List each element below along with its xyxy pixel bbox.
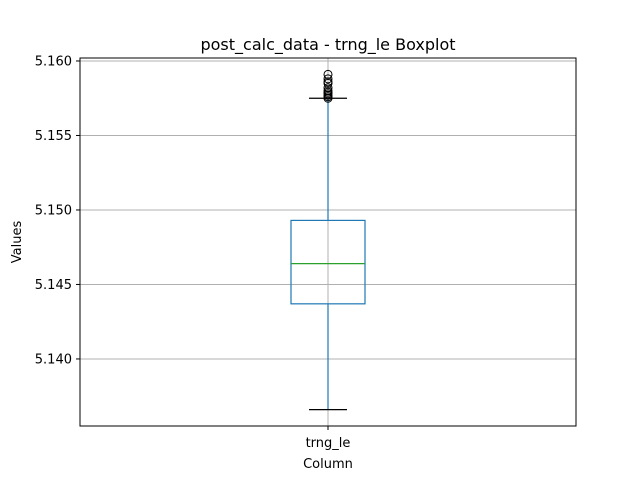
y-tick-label: 5.140 xyxy=(35,352,72,367)
outlier-point xyxy=(323,86,333,96)
ticks-layer: 5.140 5.145 5.150 5.155 5.160 trng_le xyxy=(35,54,351,451)
marks-layer xyxy=(290,69,366,411)
iqr-box xyxy=(290,219,366,305)
outlier-point xyxy=(323,69,333,79)
y-axis-label: Values xyxy=(10,221,25,264)
y-tick-label: 5.155 xyxy=(35,129,72,144)
outlier-point xyxy=(323,74,333,84)
chart-title: post_calc_data - trng_le Boxplot xyxy=(200,35,455,55)
y-tick-label: 5.160 xyxy=(35,54,72,69)
outlier-point xyxy=(323,83,333,93)
y-tick-label: 5.145 xyxy=(35,278,72,293)
x-tick-label: trng_le xyxy=(306,436,351,451)
x-axis-label: Column xyxy=(303,457,353,472)
outlier-point xyxy=(323,77,333,87)
y-tick-label: 5.150 xyxy=(35,203,72,218)
